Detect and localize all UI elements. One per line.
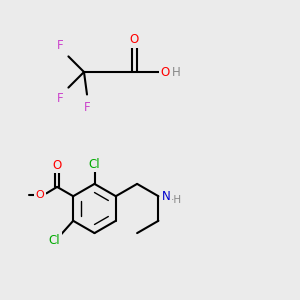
Text: F: F	[84, 100, 90, 114]
Text: Cl: Cl	[49, 234, 60, 247]
Text: H: H	[172, 65, 181, 79]
Text: N: N	[161, 190, 170, 203]
Text: ·H: ·H	[171, 195, 182, 205]
Text: O: O	[35, 190, 44, 200]
Text: O: O	[52, 159, 62, 172]
Text: F: F	[57, 39, 63, 52]
Text: Cl: Cl	[89, 158, 100, 171]
Text: O: O	[160, 65, 169, 79]
Text: O: O	[130, 33, 139, 46]
Text: F: F	[57, 92, 63, 105]
